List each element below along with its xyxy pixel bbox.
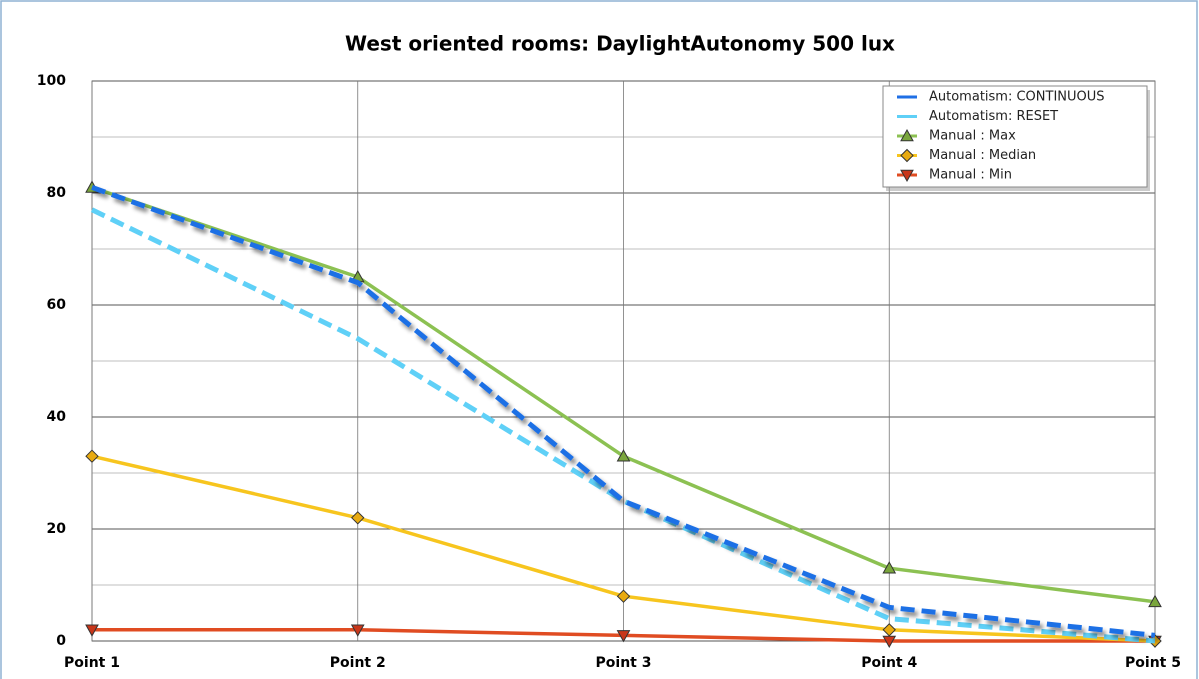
marker bbox=[85, 449, 99, 463]
legend-marker bbox=[900, 169, 914, 183]
y-tick-label: 100 bbox=[37, 73, 66, 89]
x-tick-label: Point 2 bbox=[330, 655, 386, 671]
marker bbox=[882, 623, 896, 637]
legend: Automatism: CONTINUOUS Automatism: RESET M… bbox=[882, 85, 1150, 191]
marker bbox=[616, 449, 631, 462]
legend-marker bbox=[900, 148, 914, 163]
marker bbox=[616, 630, 631, 643]
x-tick-label: Point 1 bbox=[64, 655, 120, 671]
legend-label: Manual : Max bbox=[929, 129, 1016, 144]
legend-label: Manual : Min bbox=[929, 168, 1012, 183]
marker bbox=[616, 589, 631, 603]
legend-label: Manual : Median bbox=[929, 148, 1036, 163]
x-tick-label: Point 5 bbox=[1125, 655, 1181, 671]
y-tick-label: 80 bbox=[47, 185, 67, 201]
x-tick-label: Point 3 bbox=[596, 655, 652, 671]
marker bbox=[350, 624, 365, 637]
x-tick-label: Point 4 bbox=[861, 655, 917, 671]
legend-label: Automatism: CONTINUOUS bbox=[929, 90, 1105, 105]
series-line bbox=[90, 207, 1156, 644]
chart-title: West oriented rooms: DaylightAutonomy 50… bbox=[345, 32, 895, 56]
y-tick-label: 60 bbox=[47, 297, 67, 313]
legend-box bbox=[882, 85, 1148, 188]
y-tick-label: 20 bbox=[47, 521, 67, 537]
marker bbox=[1148, 594, 1162, 608]
y-tick-label: 40 bbox=[47, 409, 67, 425]
marker bbox=[882, 561, 897, 574]
legend-label: Automatism: RESET bbox=[929, 109, 1058, 124]
legend-marker bbox=[900, 128, 914, 142]
marker bbox=[85, 624, 99, 637]
marker bbox=[351, 511, 365, 525]
y-tick-label: 0 bbox=[56, 633, 66, 649]
